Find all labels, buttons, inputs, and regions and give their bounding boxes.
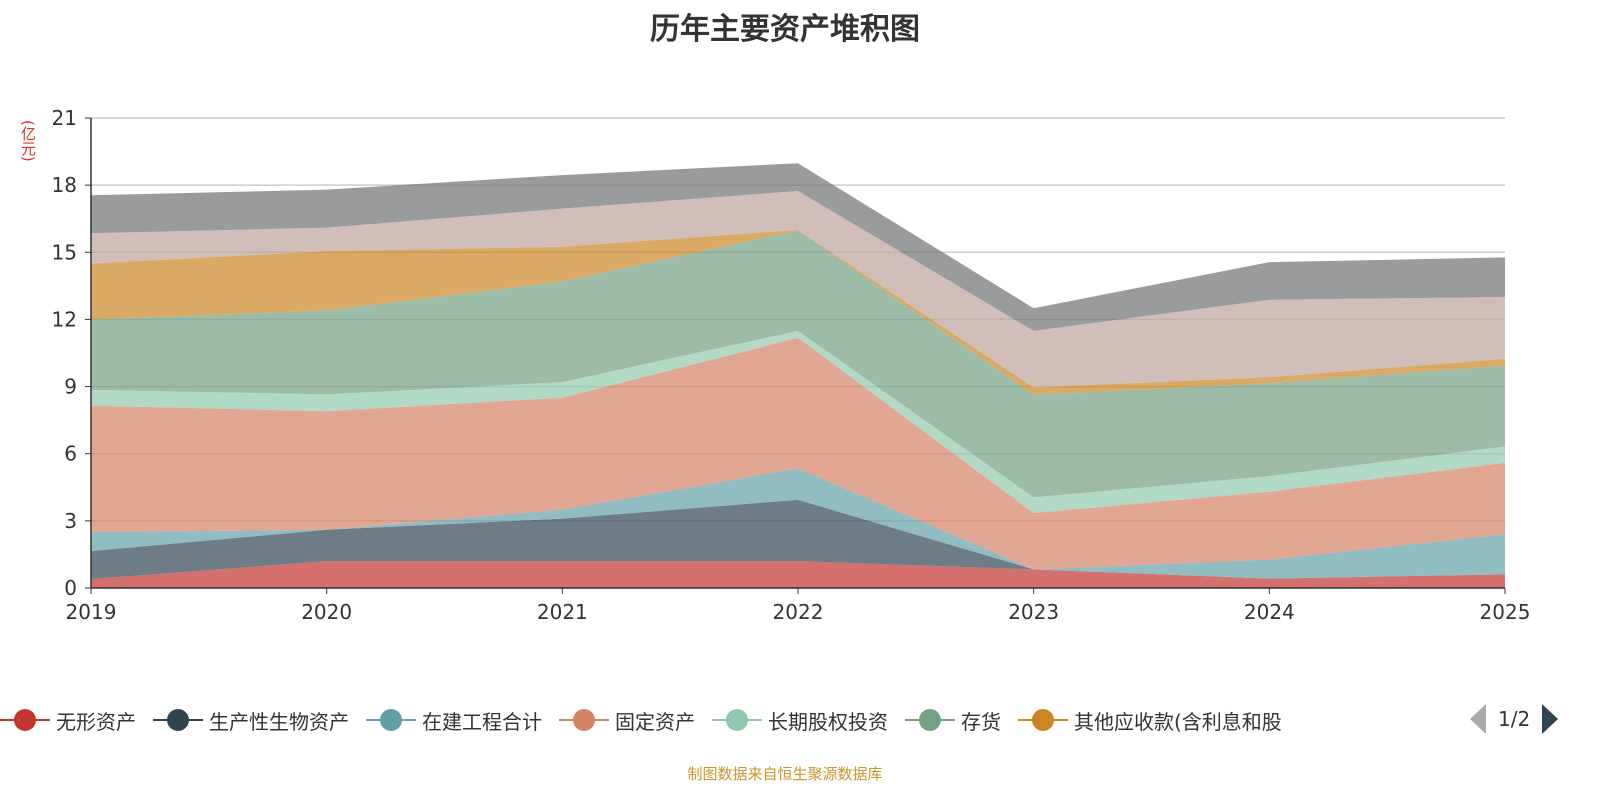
legend-marker-icon bbox=[153, 708, 203, 732]
legend-prev-page-icon[interactable] bbox=[1470, 704, 1486, 734]
legend-label: 在建工程合计 bbox=[422, 709, 542, 734]
legend-pager: 1/2 bbox=[1470, 704, 1559, 734]
legend-item[interactable]: 在建工程合计 bbox=[366, 706, 542, 735]
legend-marker-icon bbox=[712, 708, 762, 732]
x-tick-label: 2023 bbox=[1008, 600, 1059, 624]
legend-label: 存货 bbox=[961, 709, 1001, 734]
legend-item[interactable]: 无形资产 bbox=[0, 706, 136, 735]
area-series-8 bbox=[91, 163, 1505, 331]
x-tick-label: 2022 bbox=[773, 600, 824, 624]
legend-marker-icon bbox=[366, 708, 416, 732]
legend-label: 固定资产 bbox=[615, 709, 695, 734]
area-series-6 bbox=[91, 229, 1505, 395]
legend: 无形资产 生产性生物资产 在建工程合计 固定资产 长期股权投资 存货 其他应收款(含利息和股 bbox=[0, 702, 1299, 738]
legend-item[interactable]: 其他应收款(含利息和股 bbox=[1018, 706, 1282, 735]
y-axis-unit-label: (亿元) bbox=[19, 120, 37, 162]
y-tick-label: 9 bbox=[64, 375, 77, 399]
legend-marker-icon bbox=[1018, 708, 1068, 732]
legend-label: 无形资产 bbox=[56, 709, 136, 734]
area-series-7 bbox=[91, 190, 1505, 388]
legend-item[interactable]: 长期股权投资 bbox=[712, 706, 888, 735]
y-tick-label: 15 bbox=[52, 240, 77, 264]
y-tick-label: 21 bbox=[52, 106, 77, 130]
legend-label: 生产性生物资产 bbox=[209, 709, 349, 734]
area-series-0 bbox=[91, 561, 1505, 588]
area-series bbox=[91, 163, 1505, 588]
y-tick-label: 6 bbox=[64, 442, 77, 466]
y-tick-label: 18 bbox=[52, 173, 77, 197]
area-series-3 bbox=[91, 337, 1505, 570]
legend-item[interactable]: 生产性生物资产 bbox=[153, 706, 349, 735]
legend-item[interactable]: 存货 bbox=[905, 706, 1001, 735]
area-series-5 bbox=[91, 230, 1505, 498]
x-tick-label: 2020 bbox=[301, 600, 352, 624]
stacked-area-chart: 0 3 6 9 12 15 18 21 2019 2020 2021 2022 2023 2024 2025 bbox=[52, 106, 1531, 624]
data-source-note: 制图数据来自恒生聚源数据库 bbox=[687, 765, 883, 783]
area-series-1 bbox=[91, 499, 1505, 580]
legend-item[interactable]: 固定资产 bbox=[559, 706, 695, 735]
legend-page-indicator: 1/2 bbox=[1498, 707, 1531, 731]
x-tick-label: 2019 bbox=[66, 600, 117, 624]
y-tick-label: 12 bbox=[52, 307, 77, 331]
legend-marker-icon bbox=[559, 708, 609, 732]
axes: 0 3 6 9 12 15 18 21 2019 2020 2021 2022 2023 2024 2025 bbox=[52, 106, 1531, 624]
legend-marker-icon bbox=[905, 708, 955, 732]
legend-marker-icon bbox=[0, 708, 50, 732]
x-tick-label: 2024 bbox=[1244, 600, 1295, 624]
legend-next-page-icon[interactable] bbox=[1542, 704, 1559, 734]
y-tick-label: 0 bbox=[64, 576, 77, 600]
area-series-2 bbox=[91, 468, 1505, 579]
legend-label: 长期股权投资 bbox=[768, 709, 888, 734]
legend-label: 其他应收款(含利息和股 bbox=[1074, 709, 1282, 734]
x-tick-label: 2025 bbox=[1480, 600, 1531, 624]
y-tick-label: 3 bbox=[64, 509, 77, 533]
chart-title: 历年主要资产堆积图 bbox=[650, 12, 920, 47]
x-tick-label: 2021 bbox=[537, 600, 588, 624]
